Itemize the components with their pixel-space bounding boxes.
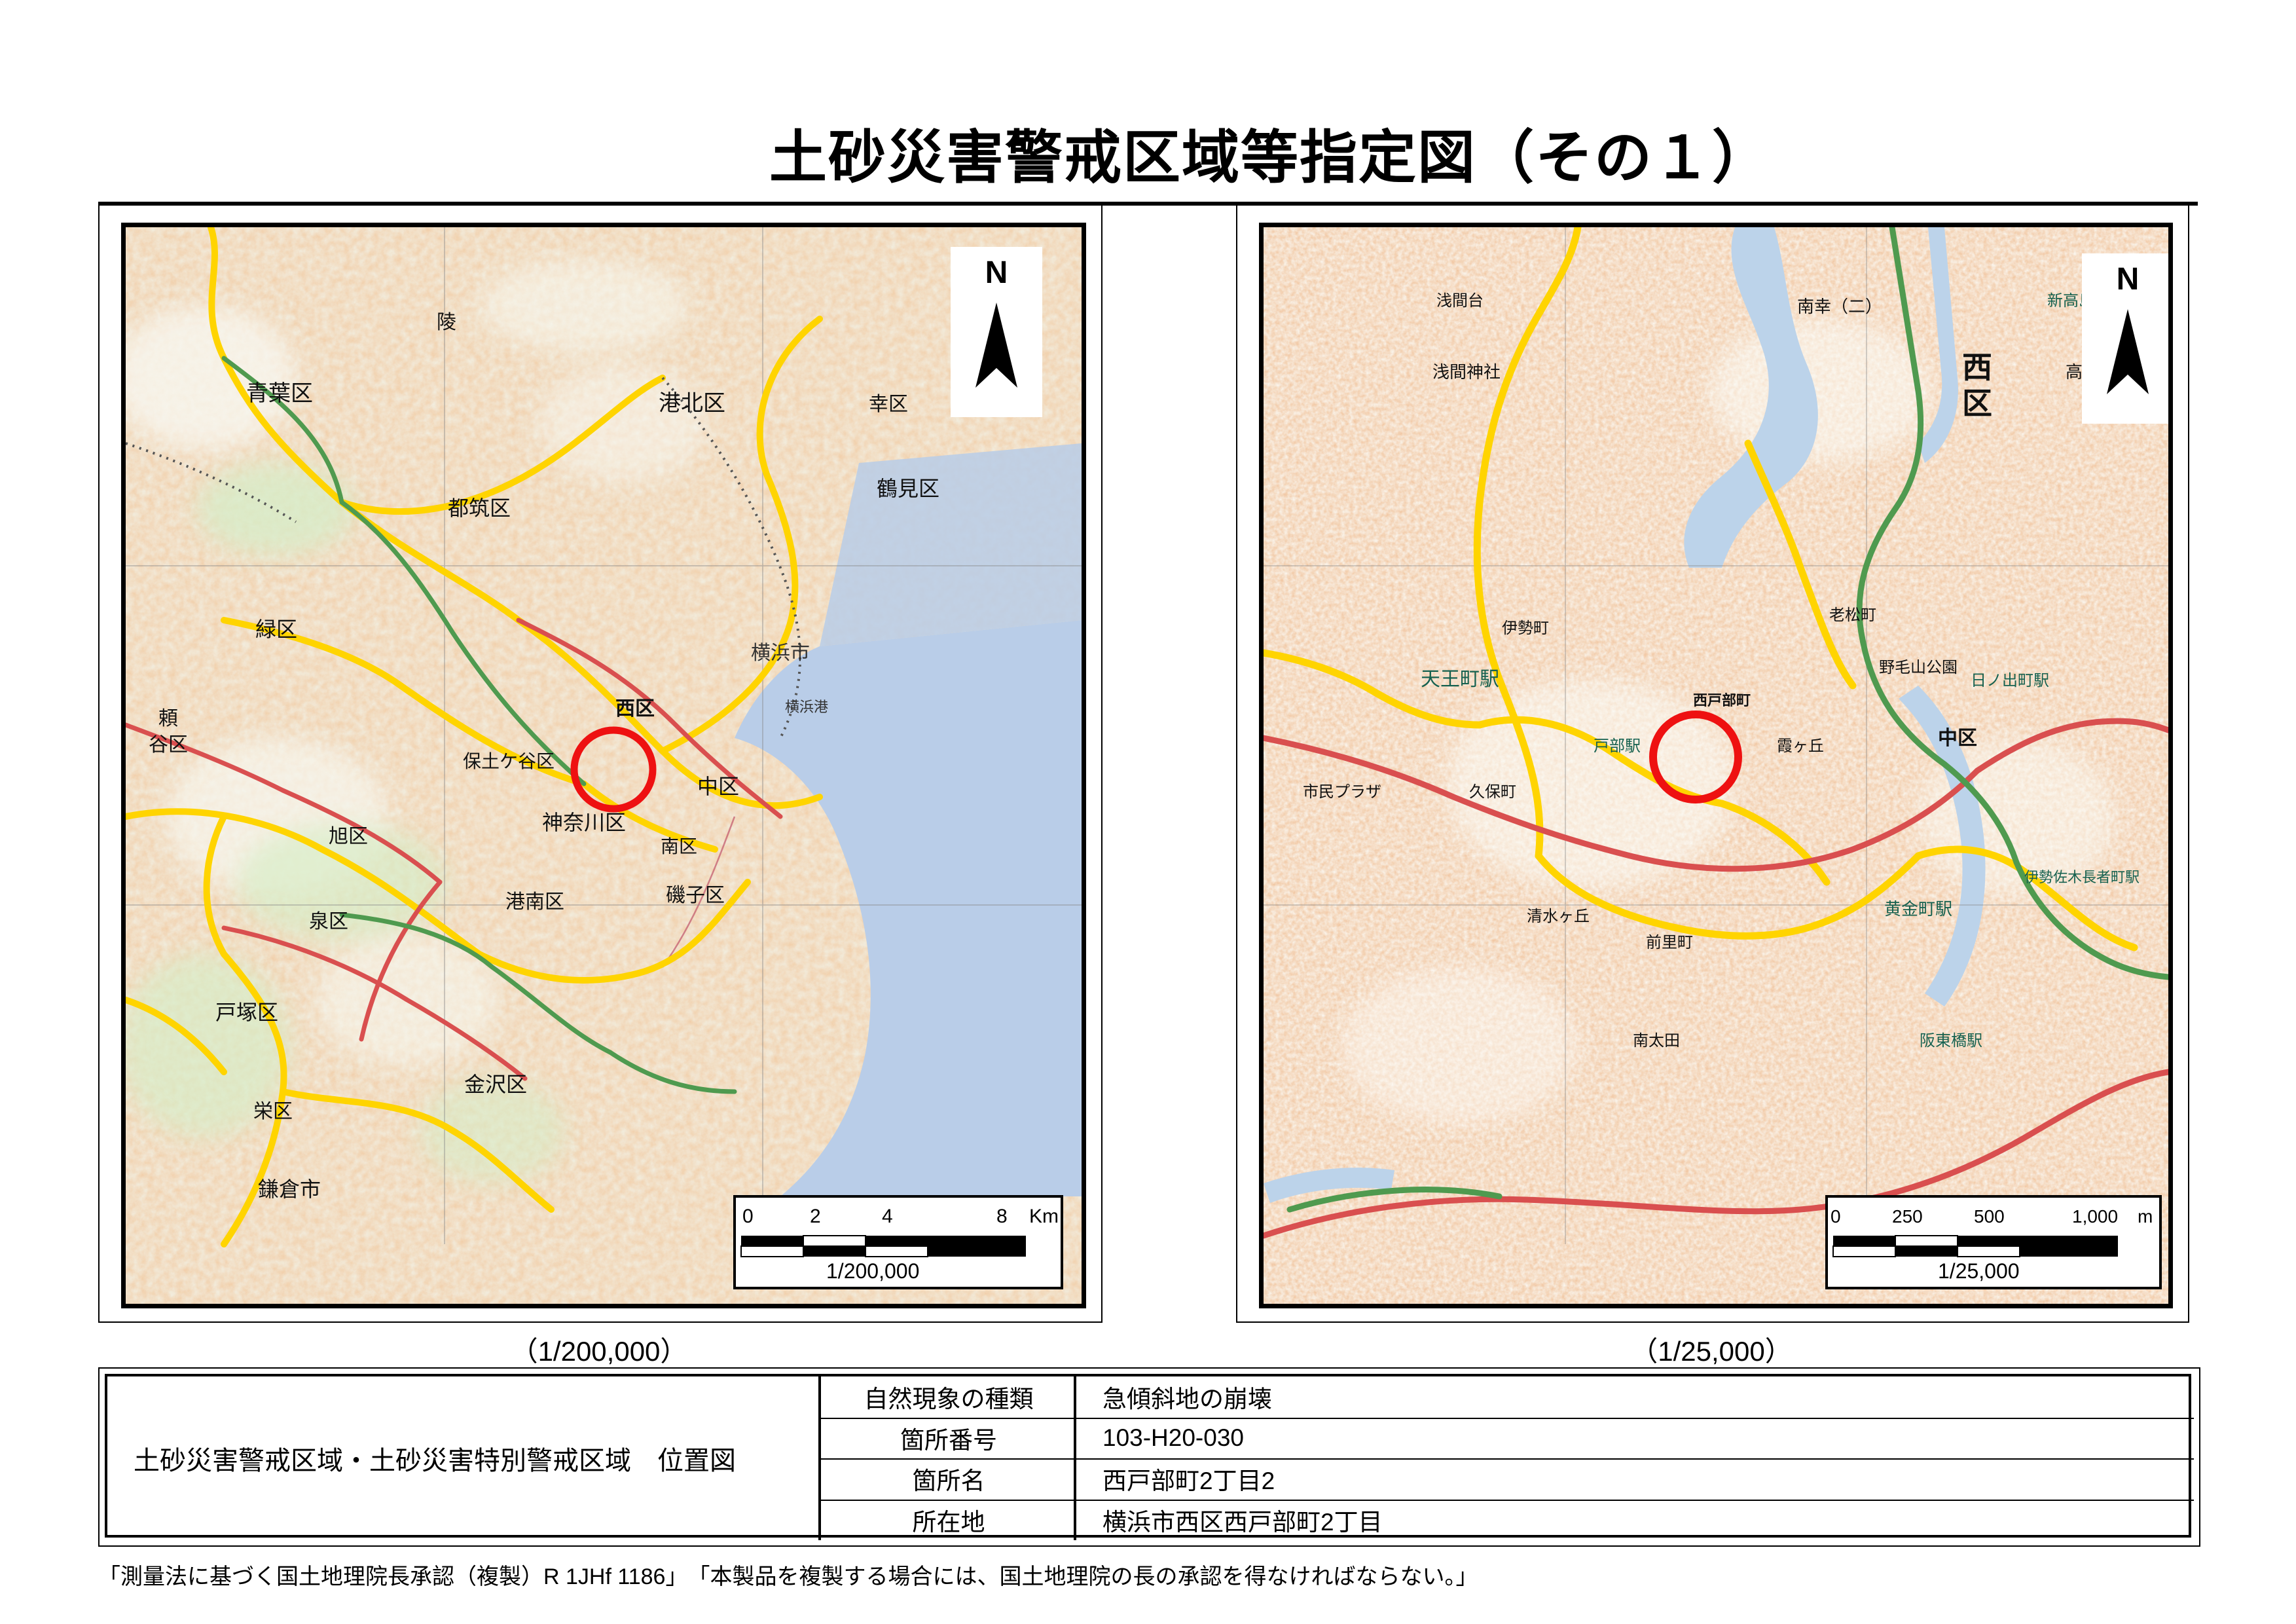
svg-text:青葉区: 青葉区 bbox=[246, 381, 313, 406]
svg-text:中区: 中区 bbox=[1938, 728, 1977, 749]
svg-text:鎌倉市: 鎌倉市 bbox=[258, 1177, 321, 1201]
svg-text:1/25,000: 1/25,000 bbox=[1938, 1259, 2020, 1283]
svg-text:金沢区: 金沢区 bbox=[464, 1073, 527, 1096]
svg-text:伊勢佐木長者町駅: 伊勢佐木長者町駅 bbox=[2024, 869, 2140, 885]
svg-text:泉区: 泉区 bbox=[309, 911, 348, 932]
svg-text:西区: 西区 bbox=[615, 698, 655, 720]
svg-text:南区: 南区 bbox=[661, 836, 697, 857]
svg-text:4: 4 bbox=[882, 1206, 893, 1227]
svg-text:0: 0 bbox=[1831, 1206, 1841, 1227]
svg-text:幸区: 幸区 bbox=[869, 394, 908, 415]
svg-text:老松町: 老松町 bbox=[1829, 606, 1876, 624]
svg-text:霞ヶ丘: 霞ヶ丘 bbox=[1777, 737, 1824, 755]
svg-text:中区: 中区 bbox=[697, 775, 739, 798]
svg-text:南太田: 南太田 bbox=[1633, 1032, 1680, 1050]
svg-text:区: 区 bbox=[1962, 386, 1992, 420]
svg-text:8: 8 bbox=[996, 1206, 1008, 1227]
svg-text:陵: 陵 bbox=[437, 312, 456, 333]
svg-text:神奈川区: 神奈川区 bbox=[542, 811, 626, 834]
svg-text:Km: Km bbox=[1029, 1206, 1059, 1227]
svg-text:谷区: 谷区 bbox=[149, 734, 188, 756]
svg-text:都筑区: 都筑区 bbox=[448, 496, 511, 520]
svg-text:港南区: 港南区 bbox=[505, 891, 564, 913]
svg-text:緑区: 緑区 bbox=[255, 618, 297, 641]
svg-text:南幸（二）: 南幸（二） bbox=[1797, 297, 1882, 316]
svg-text:浅間台: 浅間台 bbox=[1436, 292, 1484, 310]
svg-text:0: 0 bbox=[742, 1206, 754, 1227]
svg-text:港北区: 港北区 bbox=[659, 391, 725, 416]
svg-text:鶴見区: 鶴見区 bbox=[877, 477, 939, 500]
svg-text:栄区: 栄区 bbox=[253, 1101, 293, 1122]
svg-text:阪東橋駅: 阪東橋駅 bbox=[1920, 1032, 1982, 1050]
svg-text:N: N bbox=[985, 255, 1008, 290]
svg-text:横浜市: 横浜市 bbox=[751, 642, 810, 664]
svg-text:戸塚区: 戸塚区 bbox=[215, 1001, 278, 1024]
svg-text:1/200,000: 1/200,000 bbox=[826, 1259, 919, 1283]
svg-text:m: m bbox=[2138, 1206, 2153, 1227]
svg-text:天王町駅: 天王町駅 bbox=[1421, 669, 1499, 690]
svg-text:保土ケ谷区: 保土ケ谷区 bbox=[463, 751, 555, 771]
svg-text:頼: 頼 bbox=[158, 708, 178, 729]
svg-text:黄金町駅: 黄金町駅 bbox=[1884, 899, 1952, 919]
svg-text:2: 2 bbox=[810, 1206, 821, 1227]
svg-text:1,000: 1,000 bbox=[2072, 1206, 2118, 1227]
svg-text:伊勢町: 伊勢町 bbox=[1502, 619, 1549, 637]
svg-text:西戸部町: 西戸部町 bbox=[1693, 692, 1751, 709]
svg-text:日ノ出町駅: 日ノ出町駅 bbox=[1971, 672, 2049, 690]
svg-text:清水ヶ丘: 清水ヶ丘 bbox=[1527, 908, 1590, 925]
svg-text:市民プラザ: 市民プラザ bbox=[1303, 783, 1381, 801]
svg-text:旭区: 旭区 bbox=[329, 826, 368, 847]
svg-text:野毛山公園: 野毛山公園 bbox=[1879, 659, 1958, 676]
svg-text:戸部駅: 戸部駅 bbox=[1594, 737, 1641, 755]
svg-text:久保町: 久保町 bbox=[1469, 783, 1516, 801]
svg-text:前里町: 前里町 bbox=[1646, 934, 1693, 951]
svg-text:磯子区: 磯子区 bbox=[666, 885, 725, 906]
svg-text:N: N bbox=[2117, 262, 2140, 297]
svg-text:浅間神社: 浅間神社 bbox=[1432, 362, 1501, 382]
svg-text:250: 250 bbox=[1892, 1206, 1923, 1227]
svg-text:500: 500 bbox=[1974, 1206, 2005, 1227]
svg-text:西: 西 bbox=[1962, 350, 1992, 384]
svg-text:横浜港: 横浜港 bbox=[785, 699, 828, 715]
